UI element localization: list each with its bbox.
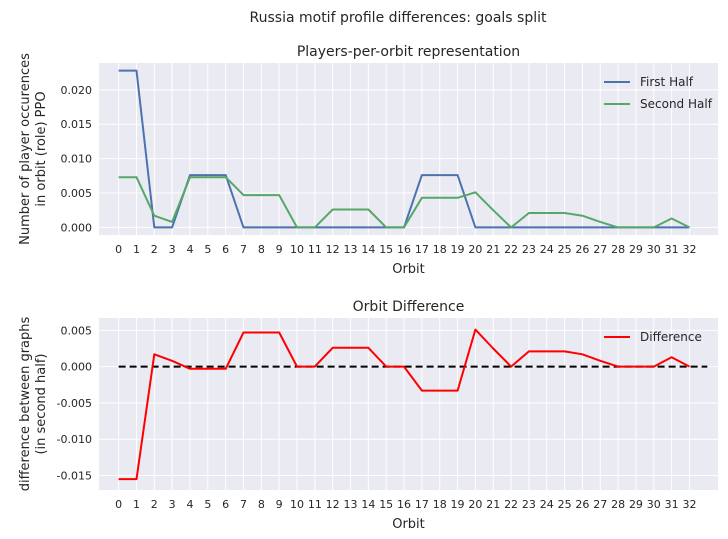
plot-area (99, 63, 718, 235)
x-tick-label: 2 (151, 498, 158, 511)
x-tick-label: 27 (593, 243, 607, 256)
x-tick-label: 21 (486, 498, 500, 511)
x-tick-label: 4 (186, 243, 193, 256)
x-tick-label: 25 (558, 243, 572, 256)
y-tick-label: 0.015 (61, 118, 93, 131)
x-tick-label: 3 (169, 243, 176, 256)
x-tick-label: 15 (379, 243, 393, 256)
series-line (118, 328, 690, 481)
x-tick-label: 24 (540, 498, 554, 511)
x-tick-label: 30 (647, 243, 661, 256)
x-tick-label: 26 (575, 498, 589, 511)
orbit-difference-chart: Orbit Difference Orbit difference betwee… (18, 299, 718, 532)
y-tick-label: 0.005 (61, 187, 93, 200)
x-tick-label: 8 (258, 498, 265, 511)
x-tick-label: 11 (308, 498, 322, 511)
x-tick-label: 6 (222, 498, 229, 511)
x-tick-label: 13 (344, 243, 358, 256)
x-tick-label: 21 (486, 243, 500, 256)
chart-title: Players-per-orbit representation (297, 44, 520, 60)
grid-lines (99, 63, 718, 235)
y-tick-label: 0.010 (61, 153, 93, 166)
x-tick-label: 7 (240, 243, 247, 256)
x-tick-label: 0 (115, 498, 122, 511)
x-tick-label: 10 (290, 498, 304, 511)
x-tick-label: 25 (558, 498, 572, 511)
legend-label: First Half (640, 75, 694, 89)
y-axis-label-line-2: in orbit (role) PPO (34, 91, 49, 206)
x-tick-label: 16 (397, 243, 411, 256)
legend: Difference (604, 330, 702, 344)
legend: First Half Second Half (604, 75, 713, 111)
x-tick-label: 5 (204, 498, 211, 511)
series-line (118, 176, 690, 229)
x-tick-label: 18 (433, 243, 447, 256)
x-tick-label: 22 (504, 498, 518, 511)
x-tick-label: 15 (379, 498, 393, 511)
x-tick-label: 16 (397, 498, 411, 511)
x-tick-label: 4 (186, 498, 193, 511)
x-tick-label: 10 (290, 243, 304, 256)
y-axis-label-line-1: Number of player occurences (18, 53, 33, 245)
legend-label: Difference (640, 330, 702, 344)
x-tick-label: 30 (647, 498, 661, 511)
legend-label: Second Half (640, 97, 713, 111)
x-tick-label: 14 (361, 243, 375, 256)
x-tick-label: 19 (451, 498, 465, 511)
x-tick-label: 28 (611, 498, 625, 511)
x-tick-label: 0 (115, 243, 122, 256)
x-tick-label: 2 (151, 243, 158, 256)
y-tick-label: 0.000 (61, 221, 93, 234)
x-tick-label: 5 (204, 243, 211, 256)
y-axis-label-line-1: difference between graphs (18, 316, 33, 491)
x-tick-label: 26 (575, 243, 589, 256)
x-tick-label: 17 (415, 498, 429, 511)
x-tick-label: 8 (258, 243, 265, 256)
x-tick-label: 18 (433, 498, 447, 511)
players-per-orbit-chart: Players-per-orbit representation Orbit N… (18, 44, 718, 277)
x-tick-label: 9 (276, 498, 283, 511)
x-tick-label: 12 (326, 243, 340, 256)
x-tick-label: 22 (504, 243, 518, 256)
x-axis-label: Orbit (392, 517, 425, 532)
x-tick-label: 3 (169, 498, 176, 511)
chart-title: Orbit Difference (353, 299, 465, 315)
x-tick-label: 1 (133, 243, 140, 256)
figure-suptitle: Russia motif profile differences: goals … (250, 10, 547, 26)
y-tick-label: 0.005 (61, 324, 93, 337)
x-tick-label: 11 (308, 243, 322, 256)
x-tick-label: 13 (344, 498, 358, 511)
x-tick-label: 20 (468, 243, 482, 256)
y-tick-label: -0.010 (57, 433, 92, 446)
x-tick-label: 19 (451, 243, 465, 256)
x-tick-label: 31 (665, 243, 679, 256)
x-tick-label: 24 (540, 243, 554, 256)
y-axis-label-line-2: (in second half) (34, 353, 49, 454)
x-tick-label: 27 (593, 498, 607, 511)
y-tick-label: -0.005 (57, 397, 92, 410)
x-tick-label: 28 (611, 243, 625, 256)
x-tick-label: 1 (133, 498, 140, 511)
y-tick-label: -0.015 (57, 469, 92, 482)
x-tick-label: 9 (276, 243, 283, 256)
x-axis-label: Orbit (392, 262, 425, 277)
x-tick-label: 7 (240, 498, 247, 511)
x-tick-label: 31 (665, 498, 679, 511)
y-tick-label: 0.020 (61, 84, 93, 97)
x-tick-label: 29 (629, 243, 643, 256)
plot-area (99, 318, 718, 490)
x-tick-label: 6 (222, 243, 229, 256)
x-tick-label: 32 (682, 498, 696, 511)
x-tick-label: 23 (522, 243, 536, 256)
x-tick-label: 20 (468, 498, 482, 511)
x-tick-label: 14 (361, 498, 375, 511)
x-tick-label: 32 (682, 243, 696, 256)
x-tick-label: 17 (415, 243, 429, 256)
x-tick-label: 23 (522, 498, 536, 511)
x-tick-label: 29 (629, 498, 643, 511)
y-tick-label: 0.000 (61, 361, 93, 374)
x-tick-label: 12 (326, 498, 340, 511)
